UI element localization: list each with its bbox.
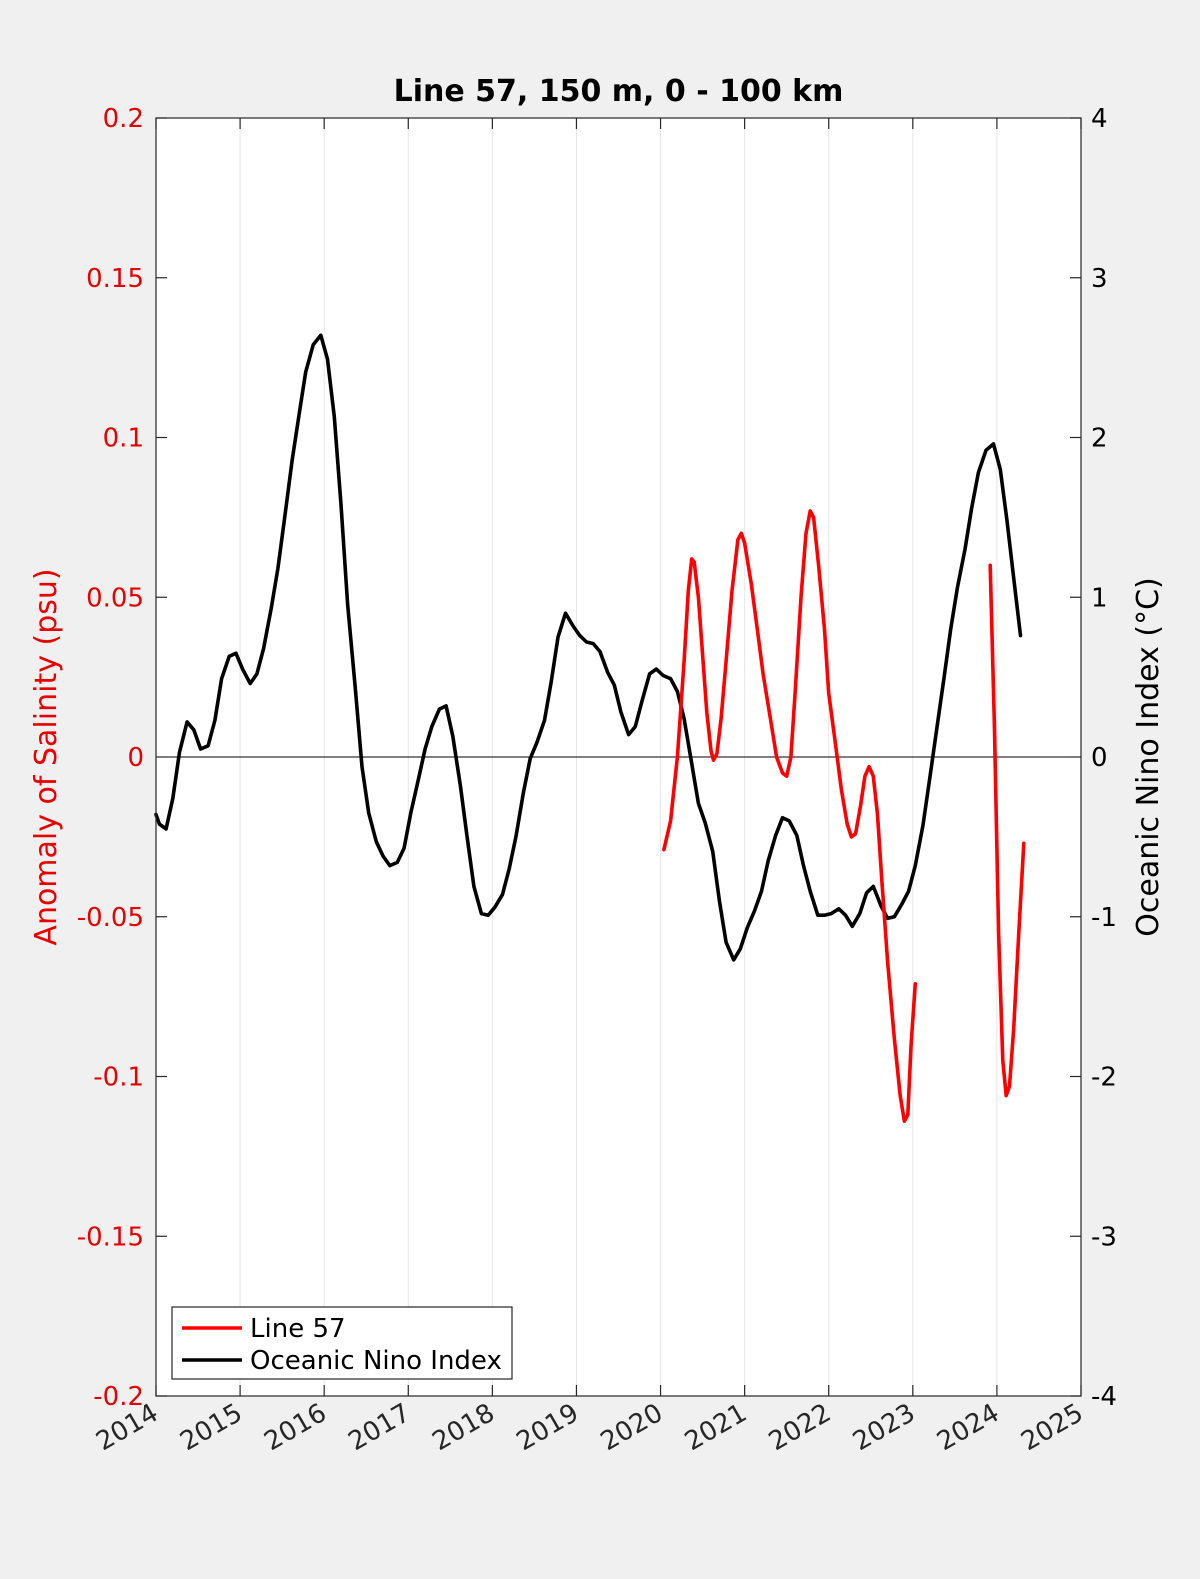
y-right-tick-label-4: 4 — [1091, 104, 1108, 134]
y-right-tick-label-0: 0 — [1091, 743, 1108, 773]
y-right-tick-label-3: 3 — [1091, 264, 1108, 294]
y-right-tick-label-2: -2 — [1091, 1063, 1117, 1093]
series-line-57-line-1 — [988, 563, 1026, 1098]
x-tick-label-2016: 2016 — [259, 1398, 331, 1457]
y-left-tick-label-0: 0 — [127, 743, 144, 773]
y-axis-left: -0.2 -0.15 -0.1 -0.05 0 0.05 0.1 0.15 0.2 — [77, 104, 167, 1412]
y-left-tick-label-0-1: 0.1 — [103, 424, 144, 454]
y-axis-right: -4 -3 -2 -1 0 1 2 3 4 — [1070, 104, 1117, 1412]
y-right-tick-label-2: 2 — [1091, 424, 1108, 454]
y-left-tick-label-0-1: -0.1 — [93, 1063, 144, 1093]
y-left-tick-label-0-15: 0.15 — [86, 264, 144, 294]
y-left-tick-label-0-2: -0.2 — [93, 1382, 144, 1412]
y-right-tick-label-1: 1 — [1091, 583, 1108, 613]
x-tick-label-2025: 2025 — [1016, 1398, 1088, 1457]
x-tick-label-2024: 2024 — [932, 1398, 1004, 1457]
y-left-tick-label-0-05: 0.05 — [86, 583, 144, 613]
legend: Line 57 Oceanic Nino Index — [171, 1306, 513, 1380]
y-left-tick-label-0-05: -0.05 — [77, 903, 144, 933]
y-axis-left-label: Anomaly of Salinity (psu) — [29, 568, 64, 945]
y-axis-right-label: Oceanic Nino Index (°C) — [1131, 577, 1166, 937]
y-right-tick-label-3: -3 — [1091, 1222, 1117, 1252]
x-tick-label-2021: 2021 — [680, 1398, 752, 1457]
x-tick-label-2017: 2017 — [343, 1398, 415, 1457]
x-tick-label-2022: 2022 — [764, 1398, 836, 1457]
x-tick-label-2023: 2023 — [848, 1398, 920, 1457]
series-oceanic-nino-index-line-0 — [154, 333, 1023, 962]
x-tick-label-2020: 2020 — [596, 1398, 668, 1457]
legend-box — [171, 1306, 513, 1380]
chart-title: Line 57, 150 m, 0 - 100 km — [394, 74, 844, 109]
y-left-tick-label-0-15: -0.15 — [77, 1222, 144, 1252]
y-right-tick-label-4: -4 — [1091, 1382, 1117, 1412]
legend-label-line-57: Line 57 — [250, 1314, 346, 1344]
x-tick-label-2019: 2019 — [512, 1398, 584, 1457]
x-tick-label-2015: 2015 — [175, 1398, 247, 1457]
y-right-tick-label-1: -1 — [1091, 903, 1117, 933]
series-layer — [154, 333, 1026, 1123]
y-left-tick-label-0-2: 0.2 — [103, 104, 144, 134]
x-tick-label-2018: 2018 — [428, 1398, 500, 1457]
legend-label-oceanic-nino-index: Oceanic Nino Index — [250, 1346, 502, 1376]
series-line-57-line-0 — [662, 509, 918, 1123]
